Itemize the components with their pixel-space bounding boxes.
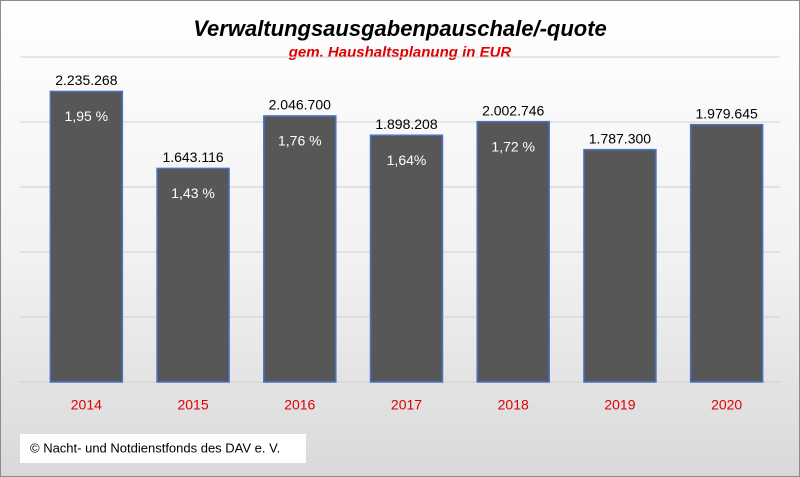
value-label: 1.979.645 — [695, 105, 757, 121]
bar — [49, 90, 124, 383]
value-label: 2.002.746 — [482, 102, 544, 118]
bar — [689, 123, 764, 383]
bar — [476, 120, 550, 383]
value-label: 2.046.700 — [269, 97, 331, 113]
x-tick-label: 2019 — [604, 397, 635, 413]
value-label: 2.235.268 — [55, 72, 117, 88]
x-tick-label: 2017 — [391, 397, 422, 413]
x-tick-label: 2014 — [71, 397, 102, 413]
quote-label: 1,43 % — [171, 185, 215, 201]
x-tick-label: 2018 — [498, 397, 529, 413]
quote-label: 1,95 % — [65, 108, 109, 124]
bar — [156, 167, 230, 383]
quote-label: 1,76 % — [278, 133, 322, 149]
bar — [369, 134, 444, 383]
bar — [263, 115, 337, 383]
x-tick-label: 2015 — [177, 397, 208, 413]
footnote: © Nacht- und Notdienstfonds des DAV e. V… — [30, 440, 280, 455]
value-label: 1.898.208 — [375, 116, 437, 132]
value-label: 1.643.116 — [162, 149, 223, 165]
chart-title: Verwaltungsausgabenpauschale/-quote — [193, 16, 607, 41]
footnote-box — [20, 434, 306, 463]
x-tick-label: 2020 — [711, 397, 742, 413]
value-label: 1.787.300 — [589, 130, 651, 146]
quote-label: 1,72 % — [491, 138, 535, 154]
quote-label: 1,64% — [387, 152, 427, 168]
x-tick-label: 2016 — [284, 397, 315, 413]
bar — [583, 148, 657, 383]
chart-subtitle: gem. Haushaltsplanung in EUR — [288, 44, 512, 61]
